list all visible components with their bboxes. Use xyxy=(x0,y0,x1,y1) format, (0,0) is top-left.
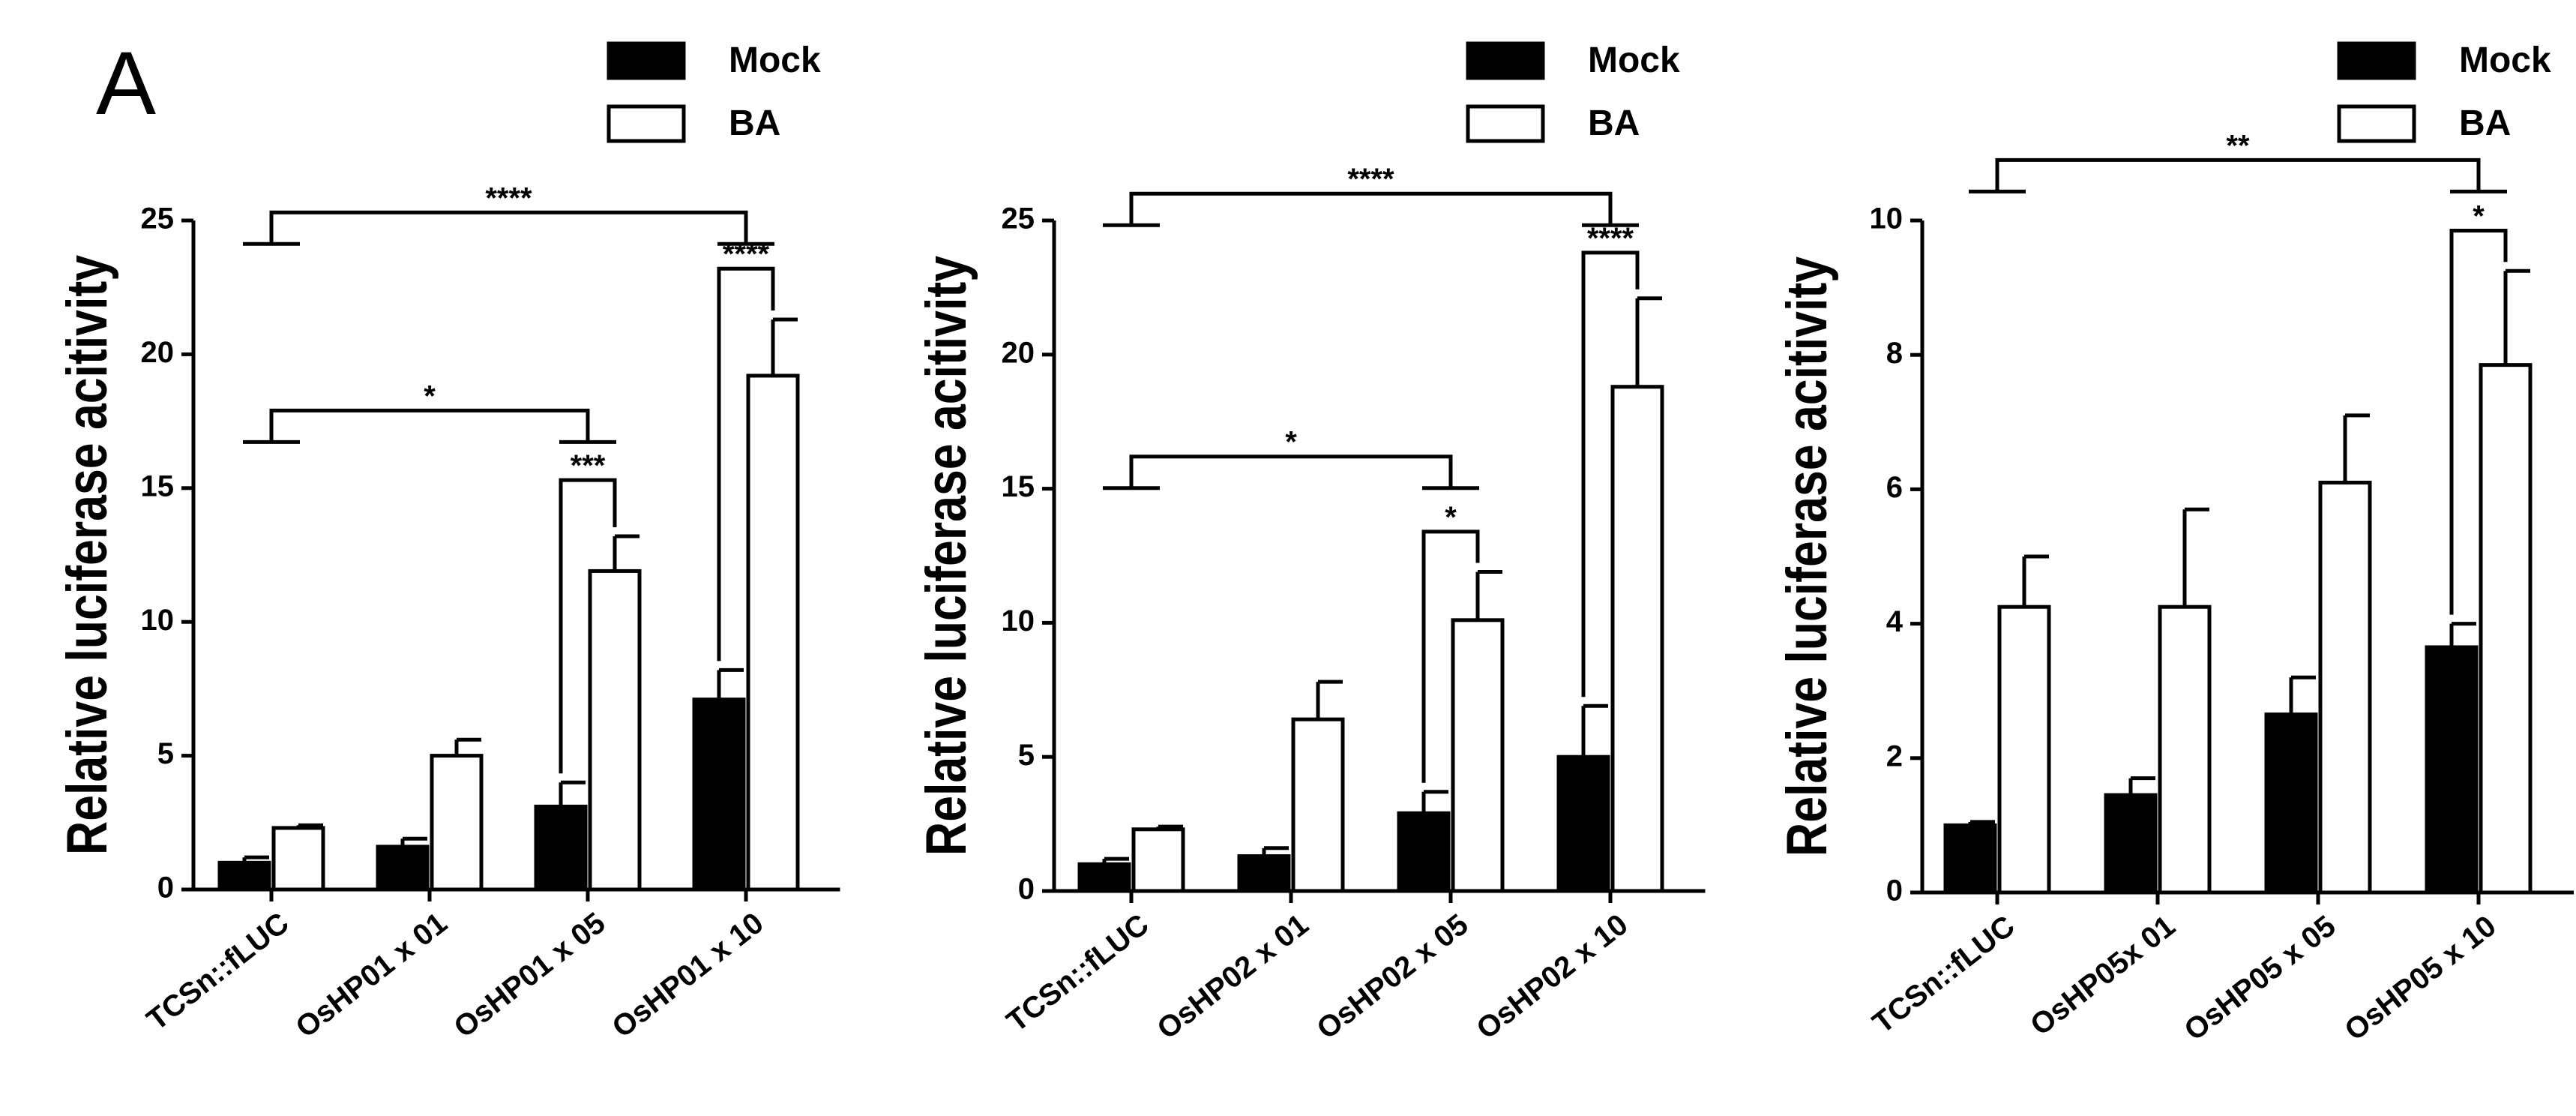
significance-label: * xyxy=(1445,501,1457,534)
legend-label-ba: BA xyxy=(2459,104,2511,143)
y-axis-label: Relative luciferase acitivity xyxy=(915,256,978,856)
x-tick-label: OsHP05x 01 xyxy=(2024,909,2181,1042)
legend-label-ba: BA xyxy=(729,104,780,143)
bar-ba xyxy=(588,568,642,892)
significance-label: * xyxy=(2473,200,2485,232)
bar-mock xyxy=(2425,645,2479,895)
bar-mock xyxy=(1077,862,1131,893)
y-tick-label: 10 xyxy=(1002,604,1035,638)
bar-ba xyxy=(1997,604,2051,895)
significance-label: **** xyxy=(1347,163,1394,196)
bar-mock xyxy=(1556,754,1610,893)
x-tick-label: OsHP05 x 10 xyxy=(2338,909,2502,1047)
y-tick-label: 6 xyxy=(1886,471,1903,504)
x-tick-label: OsHP05 x 05 xyxy=(2178,909,2341,1047)
significance-label: * xyxy=(424,380,436,412)
chart-panel-1: Relative luciferase acitivity 0 5 10 15 20 25 T… xyxy=(55,40,840,1044)
bar-mock xyxy=(2104,793,2158,895)
chart-panel-2: Relative luciferase acitivity 0 5 10 15 20 25 T… xyxy=(915,40,1706,1046)
bar-ba xyxy=(2479,363,2533,895)
bar-mock xyxy=(1943,823,1997,895)
y-tick-label: 20 xyxy=(1002,336,1035,369)
bar-mock xyxy=(1237,854,1291,893)
panel-label: A xyxy=(96,33,156,134)
legend-label-mock: Mock xyxy=(1588,40,1680,80)
bar-mock xyxy=(2264,712,2318,895)
y-tick-label: 5 xyxy=(157,737,174,770)
y-tick-label: 8 xyxy=(1886,337,1903,370)
bar-ba xyxy=(271,826,325,892)
legend-swatch-mock xyxy=(607,41,686,80)
y-tick-label: 0 xyxy=(1018,873,1035,906)
legend-swatch-mock xyxy=(1466,41,1545,80)
legend-label-ba: BA xyxy=(1588,104,1640,143)
y-axis-label: Relative luciferase acitivity xyxy=(1775,256,1839,856)
y-tick-label: 0 xyxy=(1886,874,1903,908)
significance-bracket xyxy=(1103,191,1639,227)
bar-mock xyxy=(376,844,430,892)
significance-bracket xyxy=(243,408,616,444)
x-tick-label: OsHP02 x 10 xyxy=(1470,908,1634,1046)
y-axis-label: Relative luciferase acitivity xyxy=(55,255,119,855)
significance-bracket xyxy=(1421,530,1480,783)
y-tick-label: 4 xyxy=(1886,605,1904,638)
x-tick-label: OsHP01 x 10 xyxy=(606,906,769,1044)
bar-ba xyxy=(1131,827,1185,893)
significance-bracket xyxy=(1969,158,2507,194)
legend-label-mock: Mock xyxy=(2459,40,2551,80)
legend-swatch-mock xyxy=(2337,41,2416,80)
y-tick-label: 2 xyxy=(1886,740,1903,772)
significance-label: **** xyxy=(723,238,770,271)
bar-ba xyxy=(2158,604,2212,895)
significance-bracket xyxy=(1103,454,1479,490)
y-tick-label: 15 xyxy=(141,470,175,502)
significance-label: **** xyxy=(485,182,532,214)
significance-bracket xyxy=(559,478,617,774)
y-tick-label: 10 xyxy=(1870,202,1904,236)
significance-label: **** xyxy=(1587,222,1634,255)
bar-ba xyxy=(2318,480,2372,895)
y-tick-label: 0 xyxy=(157,872,174,904)
significance-label: * xyxy=(1285,426,1297,459)
x-tick-label: OsHP01 x 05 xyxy=(448,906,611,1044)
significance-bracket xyxy=(1581,250,1640,698)
chart-panel-3: Relative luciferase acitivity 0 2 4 6 8 10 TCSn… xyxy=(1775,40,2574,1047)
significance-label: ** xyxy=(2226,129,2250,162)
x-tick-label: TCSn::fLUC xyxy=(1867,909,2021,1040)
bar-ba xyxy=(1610,385,1664,893)
significance-bracket xyxy=(2449,228,2508,615)
bar-mock xyxy=(217,860,271,892)
y-tick-label: 25 xyxy=(141,202,175,236)
x-tick-label: OsHP02 x 01 xyxy=(1151,908,1314,1046)
significance-label: *** xyxy=(571,449,606,482)
bar-ba xyxy=(746,374,800,892)
bar-mock xyxy=(534,804,588,892)
bar-ba xyxy=(1451,618,1505,893)
bar-mock xyxy=(692,698,746,892)
bar-mock xyxy=(1397,811,1451,893)
bar-ba xyxy=(1291,717,1345,893)
legend-swatch-ba xyxy=(2337,104,2416,143)
bar-ba xyxy=(430,754,484,892)
y-tick-label: 15 xyxy=(1002,470,1035,503)
significance-bracket xyxy=(717,266,775,662)
y-tick-label: 5 xyxy=(1018,739,1035,772)
significance-bracket xyxy=(243,210,774,246)
x-tick-label: TCSn::fLUC xyxy=(1001,908,1155,1038)
x-tick-label: TCSn::fLUC xyxy=(141,906,295,1036)
y-tick-label: 20 xyxy=(141,336,175,369)
legend-swatch-ba xyxy=(607,104,686,143)
legend-label-mock: Mock xyxy=(729,40,821,80)
x-tick-label: OsHP01 x 01 xyxy=(289,906,453,1044)
x-tick-label: OsHP02 x 05 xyxy=(1310,908,1474,1046)
legend-swatch-ba xyxy=(1466,104,1545,143)
y-tick-label: 10 xyxy=(141,604,175,637)
y-tick-label: 25 xyxy=(1002,202,1035,236)
